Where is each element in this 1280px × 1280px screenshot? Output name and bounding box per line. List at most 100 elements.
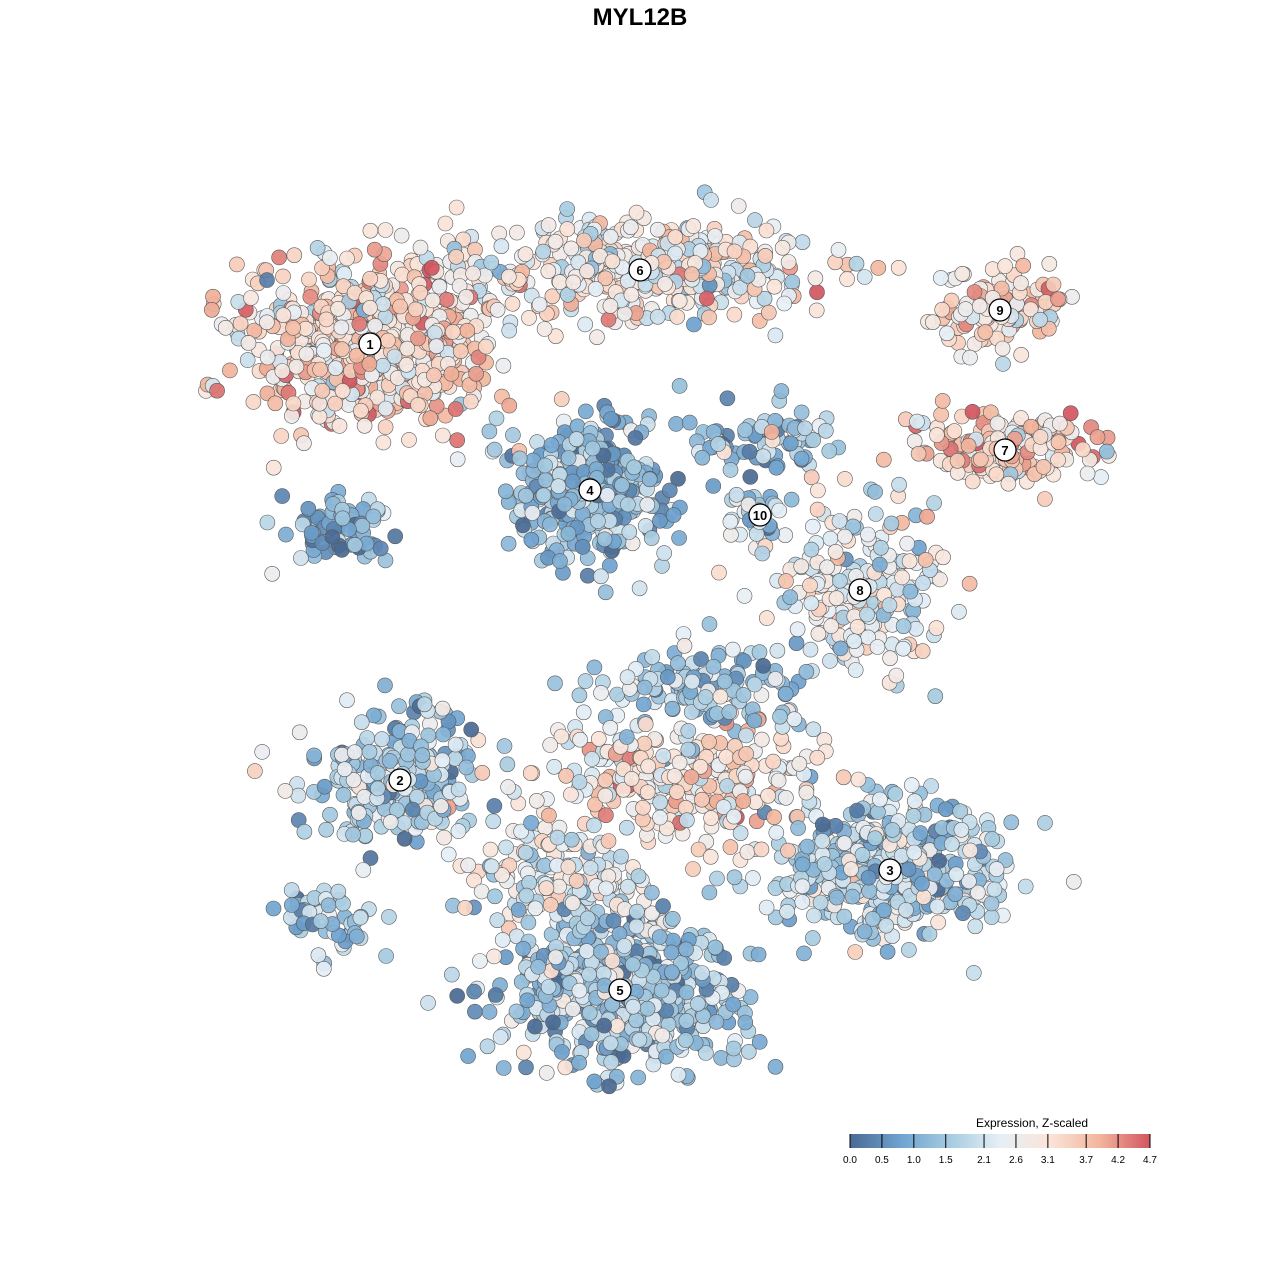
data-point	[362, 299, 378, 316]
data-point	[596, 531, 613, 548]
data-point	[802, 641, 819, 658]
data-point	[597, 584, 614, 601]
data-point	[669, 309, 686, 325]
data-point	[547, 328, 564, 345]
data-point	[554, 1044, 570, 1060]
data-point	[362, 850, 379, 866]
data-point	[960, 437, 977, 454]
data-point	[365, 707, 382, 724]
data-point	[746, 712, 763, 729]
data-point	[1013, 275, 1029, 292]
data-point	[597, 772, 614, 789]
data-point	[791, 755, 808, 772]
data-point	[523, 815, 539, 831]
data-point	[590, 513, 606, 529]
data-point	[487, 888, 503, 905]
data-point	[778, 573, 794, 589]
data-point	[331, 418, 348, 434]
data-point	[810, 482, 826, 499]
data-point	[404, 801, 421, 818]
data-point	[334, 510, 351, 527]
data-point	[710, 436, 727, 452]
data-point	[671, 754, 688, 771]
data-point	[957, 301, 974, 317]
data-point	[716, 950, 733, 966]
data-point	[443, 966, 460, 983]
data-point	[416, 696, 433, 713]
data-point	[310, 947, 327, 964]
data-point	[1075, 441, 1091, 458]
data-point	[677, 1032, 694, 1048]
data-point	[620, 496, 636, 513]
data-point	[816, 856, 833, 872]
data-point	[794, 878, 811, 895]
data-point	[630, 868, 647, 885]
data-point	[366, 241, 383, 258]
data-point	[977, 324, 994, 340]
data-point	[458, 759, 475, 776]
data-point	[627, 430, 644, 446]
data-point	[906, 793, 923, 810]
data-point	[401, 432, 417, 448]
data-point	[832, 572, 848, 589]
data-point	[902, 583, 919, 600]
data-point	[550, 478, 567, 495]
data-point	[271, 249, 287, 266]
data-point	[694, 449, 711, 466]
data-point	[581, 966, 597, 983]
data-point	[380, 332, 396, 349]
data-point	[804, 930, 821, 946]
data-point	[515, 940, 531, 957]
data-point	[860, 869, 877, 886]
data-point	[603, 411, 619, 427]
data-point	[459, 322, 476, 339]
data-point	[334, 341, 350, 357]
data-point	[763, 424, 780, 440]
data-point	[283, 897, 300, 913]
data-point	[536, 321, 553, 337]
data-point	[779, 903, 795, 920]
data-point	[568, 431, 585, 447]
data-point	[462, 393, 479, 410]
data-point	[639, 784, 656, 801]
data-point	[828, 590, 845, 607]
data-point	[529, 434, 545, 450]
data-point	[518, 487, 534, 504]
data-point	[726, 243, 743, 260]
data-point	[757, 248, 774, 264]
data-point	[552, 553, 568, 569]
cluster-label-2: 2	[388, 768, 412, 792]
data-point	[643, 884, 660, 901]
data-point	[447, 736, 464, 753]
data-point	[466, 983, 482, 1000]
data-point	[809, 284, 825, 301]
cluster-label-6: 6	[628, 258, 652, 282]
data-point	[563, 831, 580, 848]
data-point	[718, 749, 735, 765]
data-point	[943, 836, 960, 852]
data-point	[571, 982, 588, 999]
data-point	[766, 278, 783, 295]
data-point	[736, 588, 753, 604]
data-point	[487, 987, 504, 1003]
data-point	[912, 825, 929, 841]
data-point	[375, 296, 391, 312]
data-point	[753, 731, 770, 748]
data-point	[822, 530, 839, 547]
data-point	[722, 462, 739, 478]
data-point	[265, 459, 282, 476]
data-point	[671, 530, 687, 546]
data-point	[598, 807, 614, 824]
data-point	[656, 545, 673, 561]
data-point	[283, 882, 300, 898]
data-point	[767, 327, 784, 344]
data-point	[440, 846, 457, 863]
data-point	[760, 787, 776, 804]
data-point	[544, 288, 561, 305]
data-point	[870, 260, 887, 276]
data-point	[375, 357, 391, 374]
data-point	[275, 285, 292, 301]
data-point	[798, 784, 815, 801]
data-point	[767, 671, 784, 687]
data-point	[598, 880, 614, 897]
